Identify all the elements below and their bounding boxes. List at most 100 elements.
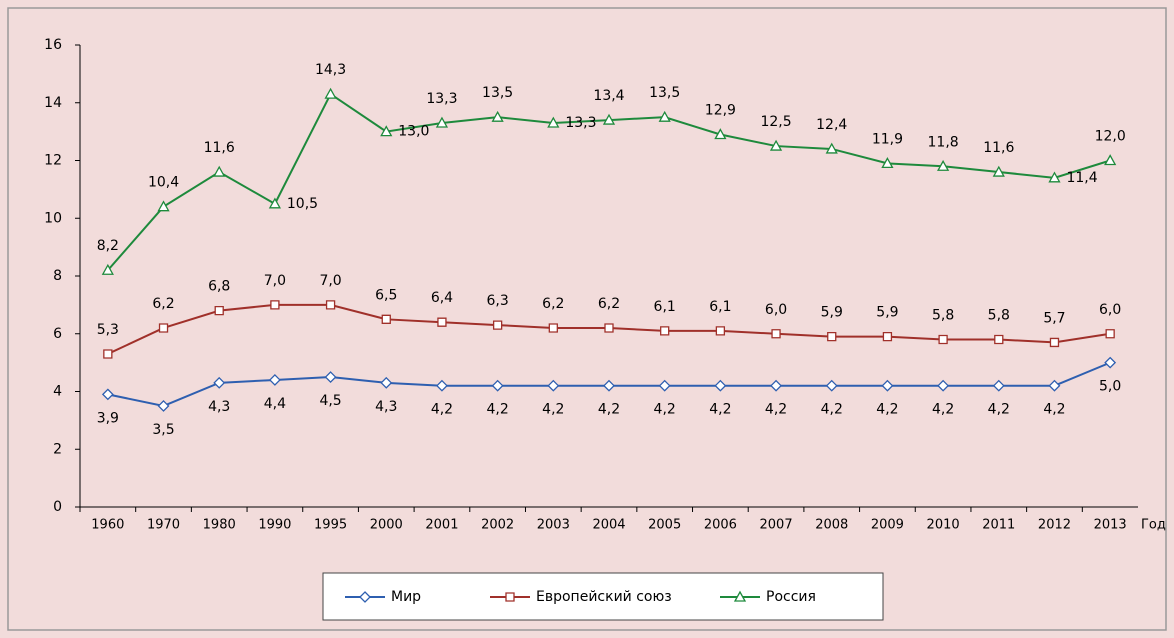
data-label: 13,3 xyxy=(565,115,596,131)
data-label: 12,4 xyxy=(816,117,847,133)
data-label: 5,8 xyxy=(932,308,954,324)
data-label: 6,1 xyxy=(654,299,676,315)
marker xyxy=(158,323,169,333)
x-tick-label: 2003 xyxy=(537,518,570,533)
marker xyxy=(937,379,950,392)
y-tick-label: 14 xyxy=(44,95,62,111)
marker xyxy=(157,200,170,212)
marker xyxy=(213,376,226,389)
marker xyxy=(157,400,170,412)
marker xyxy=(270,300,280,310)
x-tick-label: 2008 xyxy=(815,518,848,533)
legend xyxy=(322,572,884,621)
data-label: 10,5 xyxy=(287,196,318,212)
data-label: 13,0 xyxy=(398,124,429,140)
data-label: 6,2 xyxy=(542,296,564,312)
legend-marker xyxy=(359,591,371,603)
marker xyxy=(602,113,616,125)
legend-label: Европейский союз xyxy=(536,589,672,605)
x-tick-label: 2012 xyxy=(1038,518,1071,533)
marker xyxy=(103,349,113,359)
x-tick-label: 1990 xyxy=(258,518,291,533)
data-label: 5,8 xyxy=(988,308,1010,324)
x-tick-label: 2010 xyxy=(927,518,960,533)
x-tick-label: 1960 xyxy=(91,518,124,533)
marker xyxy=(714,128,727,140)
data-label: 10,4 xyxy=(148,175,179,191)
data-label: 6,3 xyxy=(486,293,508,309)
marker xyxy=(658,110,671,122)
data-label: 4,2 xyxy=(932,402,954,418)
data-label: 13,4 xyxy=(593,88,624,104)
x-tick-label: 2013 xyxy=(1094,518,1127,533)
data-label: 4,5 xyxy=(319,393,341,409)
marker xyxy=(771,329,781,339)
data-label: 3,5 xyxy=(152,422,174,438)
data-label: 7,0 xyxy=(264,273,286,289)
marker xyxy=(1048,171,1061,183)
data-label: 6,2 xyxy=(152,296,174,312)
marker xyxy=(881,379,894,392)
marker xyxy=(994,334,1004,345)
legend-marker xyxy=(733,590,747,602)
y-tick-label: 10 xyxy=(44,210,62,226)
marker xyxy=(437,317,447,327)
marker xyxy=(1104,356,1117,369)
marker xyxy=(325,300,336,310)
data-label: 7,0 xyxy=(319,273,341,289)
data-label: 6,0 xyxy=(765,302,787,318)
data-label: 13,5 xyxy=(482,85,513,101)
data-label: 4,2 xyxy=(876,402,898,418)
data-label: 6,5 xyxy=(375,287,397,303)
data-label: 6,0 xyxy=(1099,302,1121,318)
data-label: 4,2 xyxy=(598,402,620,418)
marker xyxy=(825,142,838,154)
x-tick-label: 2002 xyxy=(481,518,514,533)
x-tick-label: 2007 xyxy=(760,518,793,533)
marker xyxy=(548,323,558,333)
marker xyxy=(268,374,281,386)
data-label: 4,4 xyxy=(264,396,286,412)
x-tick-label: 2011 xyxy=(982,518,1015,533)
y-tick-label: 4 xyxy=(53,384,62,400)
marker xyxy=(1105,329,1115,339)
marker xyxy=(881,157,894,169)
marker xyxy=(992,379,1005,392)
marker xyxy=(547,116,560,128)
marker xyxy=(604,323,614,333)
data-label: 13,5 xyxy=(649,85,680,101)
data-label: 4,3 xyxy=(208,399,230,415)
data-label: 11,6 xyxy=(983,140,1014,156)
x-tick-label: 2001 xyxy=(425,518,458,533)
legend-label: Мир xyxy=(391,589,421,605)
marker xyxy=(937,159,950,171)
data-label: 4,2 xyxy=(988,402,1010,418)
data-label: 5,7 xyxy=(1043,310,1065,326)
marker xyxy=(435,116,449,128)
data-label: 12,5 xyxy=(760,114,791,130)
data-label: 11,9 xyxy=(872,131,903,147)
legend-label: Россия xyxy=(766,589,816,605)
y-tick-label: 6 xyxy=(53,326,62,342)
marker xyxy=(380,376,393,389)
data-label: 12,9 xyxy=(705,103,736,119)
marker xyxy=(491,379,504,392)
data-label: 4,2 xyxy=(821,402,843,418)
data-label: 4,2 xyxy=(1043,402,1065,418)
marker xyxy=(491,110,504,122)
data-label: 4,2 xyxy=(431,402,453,418)
data-label: 4,2 xyxy=(654,402,676,418)
marker xyxy=(436,379,448,392)
y-tick-label: 8 xyxy=(53,268,62,284)
data-label: 4,2 xyxy=(765,402,787,418)
x-tick-label: 1980 xyxy=(203,518,236,533)
marker xyxy=(492,320,503,330)
marker xyxy=(101,388,114,401)
y-tick-label: 0 xyxy=(53,499,62,515)
data-label: 6,8 xyxy=(208,279,230,295)
marker xyxy=(1104,154,1117,166)
marker xyxy=(381,314,391,324)
data-label: 11,4 xyxy=(1066,170,1097,186)
data-label: 4,2 xyxy=(486,402,508,418)
